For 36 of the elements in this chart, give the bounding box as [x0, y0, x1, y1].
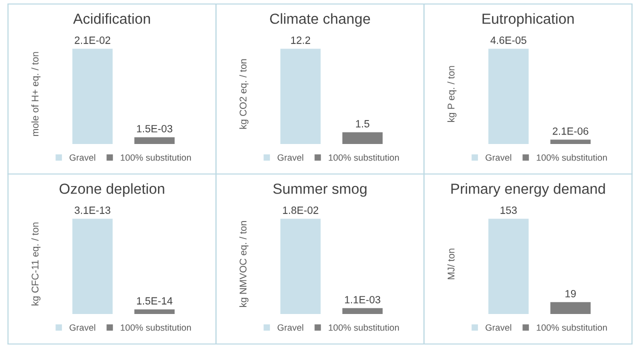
legend-label: Gravel — [70, 154, 96, 161]
data-label: 2.1E-06 — [552, 127, 588, 135]
chart-title: Acidification — [73, 13, 150, 24]
data-label: 2.1E-02 — [74, 36, 110, 44]
chart-title: Summer smog — [273, 184, 366, 197]
legend-label: 100% substitution — [328, 324, 399, 331]
data-label: 1.1E-03 — [345, 296, 380, 304]
data-label: 3.1E-13 — [74, 206, 110, 214]
legend-label: 100% substitution — [536, 154, 607, 161]
legend-label: 100% substitution — [120, 154, 191, 161]
y-axis-title: kg P eq. / ton — [447, 66, 456, 122]
data-label: 1.8E-02 — [283, 206, 318, 214]
data-label: 153 — [500, 206, 517, 214]
y-axis-title: mole of H+ eq. / ton — [31, 52, 40, 136]
legend-label: 100% substitution — [328, 154, 399, 161]
data-label: 1.5E-03 — [137, 124, 172, 132]
chart-title: Primary energy demand — [451, 183, 605, 197]
legend-label: Gravel — [486, 324, 512, 331]
legend-label: Gravel — [70, 324, 96, 331]
y-axis-title: MJ/ ton — [447, 248, 455, 280]
data-label: 1.5E-14 — [137, 297, 172, 305]
y-axis-title: kg CFC-11 eq. / ton — [31, 222, 40, 306]
chart-title: Climate change — [270, 13, 370, 27]
legend-label: Gravel — [278, 324, 304, 331]
data-label: 19 — [566, 290, 576, 298]
data-label: 1.5 — [356, 120, 370, 128]
chart-title: Ozone depletion — [60, 183, 164, 197]
chart-title: Eutrophication — [482, 13, 574, 27]
legend-label: Gravel — [486, 154, 512, 161]
y-axis-title: kg NMVOC eq. / ton — [239, 221, 248, 307]
legend-label: 100% substitution — [120, 324, 191, 331]
data-label: 12.2 — [291, 36, 310, 44]
data-label: 4.6E-05 — [490, 36, 526, 44]
legend-label: Gravel — [278, 154, 304, 161]
legend-label: 100% substitution — [536, 324, 607, 331]
y-axis-title: kg CO2 eq. / ton — [239, 59, 248, 129]
